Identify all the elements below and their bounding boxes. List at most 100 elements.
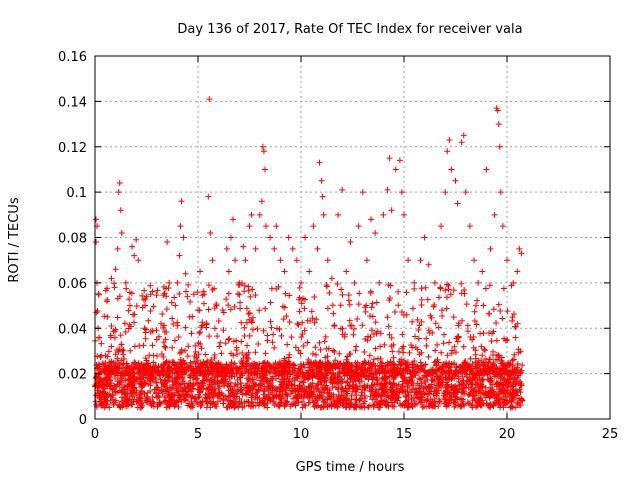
- data-point: [483, 391, 490, 398]
- y-tick-label: 0.08: [58, 232, 87, 247]
- data-point: [431, 302, 438, 309]
- data-point: [161, 328, 168, 335]
- data-point: [458, 139, 465, 146]
- data-point: [473, 388, 480, 395]
- data-point: [336, 350, 343, 357]
- data-point: [120, 360, 127, 367]
- data-point: [178, 396, 185, 403]
- data-point: [153, 378, 160, 385]
- data-point: [495, 121, 502, 128]
- data-point: [170, 320, 177, 327]
- data-point: [397, 361, 404, 368]
- data-point: [425, 261, 432, 268]
- data-point: [301, 375, 308, 382]
- data-point: [123, 285, 130, 292]
- data-point: [429, 377, 436, 384]
- data-point: [157, 320, 164, 327]
- data-point: [331, 380, 338, 387]
- data-point: [247, 293, 254, 300]
- data-point: [212, 366, 219, 373]
- data-point: [220, 396, 227, 403]
- data-point: [93, 239, 100, 246]
- data-point: [301, 364, 308, 371]
- data-point: [195, 307, 201, 314]
- data-point: [114, 245, 121, 252]
- data-point: [237, 386, 244, 393]
- data-point: [437, 285, 444, 292]
- data-point: [328, 376, 335, 383]
- data-point: [415, 395, 422, 402]
- data-point: [162, 398, 169, 405]
- data-point: [116, 381, 123, 388]
- data-point: [180, 234, 187, 241]
- data-point: [499, 223, 506, 230]
- data-point: [518, 367, 525, 374]
- data-point: [223, 363, 230, 370]
- data-point: [497, 404, 504, 411]
- data-point: [512, 334, 519, 341]
- data-point: [415, 327, 422, 334]
- data-point: [510, 356, 517, 363]
- data-point: [373, 299, 380, 306]
- data-point: [369, 376, 376, 383]
- data-point: [447, 291, 454, 298]
- data-point: [202, 351, 209, 358]
- data-point: [249, 286, 256, 293]
- data-point: [194, 357, 201, 364]
- data-point: [158, 363, 165, 370]
- data-point: [302, 234, 309, 241]
- data-point: [481, 370, 488, 377]
- data-point: [282, 389, 289, 396]
- data-point: [153, 336, 160, 343]
- data-point: [454, 200, 461, 207]
- data-point: [391, 381, 398, 388]
- data-point: [278, 332, 285, 339]
- data-point: [436, 398, 443, 405]
- data-point: [330, 310, 337, 317]
- data-point: [122, 328, 129, 335]
- data-point: [294, 320, 301, 327]
- data-point: [261, 401, 268, 408]
- data-point: [246, 223, 253, 230]
- data-point: [316, 159, 323, 166]
- data-point: [384, 374, 391, 381]
- data-point: [374, 328, 381, 335]
- data-point: [174, 279, 181, 286]
- data-point: [149, 375, 156, 382]
- data-point: [422, 383, 429, 390]
- data-point: [460, 343, 467, 350]
- data-point: [472, 355, 479, 362]
- data-point: [209, 386, 216, 393]
- data-point: [321, 398, 328, 405]
- data-point: [230, 352, 237, 359]
- data-point: [387, 358, 394, 365]
- data-point: [504, 257, 510, 264]
- data-point: [373, 374, 380, 381]
- data-point: [222, 369, 229, 376]
- data-point: [325, 370, 332, 377]
- data-point: [203, 404, 210, 411]
- data-point: [144, 375, 151, 382]
- data-point: [512, 375, 519, 382]
- data-point: [433, 372, 440, 379]
- chart-title: Day 136 of 2017, Rate Of TEC Index for r…: [177, 22, 522, 37]
- data-point: [439, 379, 446, 386]
- data-point: [276, 392, 283, 399]
- data-point: [231, 383, 238, 390]
- data-point: [150, 303, 157, 310]
- data-point: [271, 344, 278, 351]
- data-point: [432, 400, 439, 407]
- data-point: [142, 355, 149, 362]
- data-point: [450, 287, 457, 294]
- data-point: [388, 207, 395, 214]
- data-point: [226, 335, 233, 342]
- data-point: [412, 344, 419, 351]
- data-point: [201, 374, 208, 381]
- data-point: [459, 401, 466, 408]
- data-point: [241, 332, 248, 339]
- data-point: [96, 334, 103, 341]
- data-point: [198, 324, 205, 331]
- data-point: [468, 367, 475, 374]
- data-point: [219, 307, 226, 314]
- data-point: [340, 369, 347, 376]
